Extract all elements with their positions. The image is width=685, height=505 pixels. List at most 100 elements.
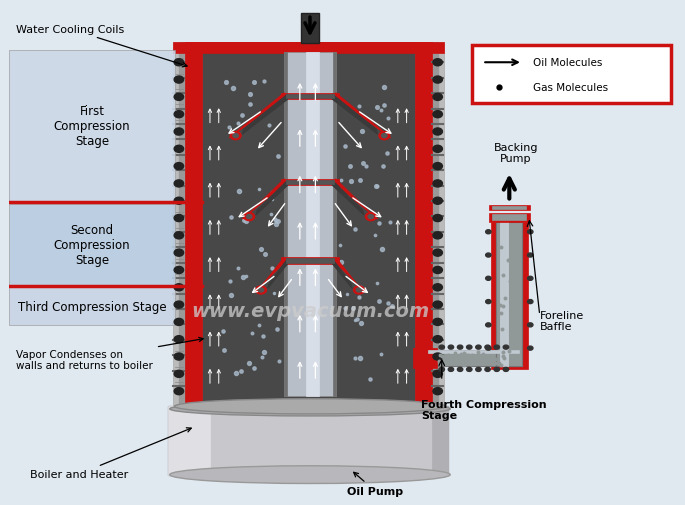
Circle shape bbox=[433, 215, 443, 222]
Bar bbox=[281, 258, 339, 264]
Bar bbox=[428, 350, 519, 367]
Ellipse shape bbox=[170, 402, 450, 416]
Bar bbox=[414, 43, 432, 407]
Circle shape bbox=[503, 368, 509, 372]
Circle shape bbox=[433, 232, 443, 239]
Polygon shape bbox=[332, 95, 377, 135]
Bar bbox=[432, 407, 449, 475]
Bar bbox=[173, 43, 185, 407]
Circle shape bbox=[433, 319, 443, 326]
Circle shape bbox=[527, 230, 533, 234]
Polygon shape bbox=[336, 179, 377, 220]
Circle shape bbox=[174, 129, 184, 136]
Text: Oil Molecules: Oil Molecules bbox=[533, 58, 602, 68]
Circle shape bbox=[433, 267, 443, 274]
Circle shape bbox=[433, 163, 443, 170]
Circle shape bbox=[174, 267, 184, 274]
Circle shape bbox=[527, 346, 533, 350]
Ellipse shape bbox=[170, 466, 450, 484]
Text: Vapor Condenses on
walls and returns to boiler: Vapor Condenses on walls and returns to … bbox=[16, 338, 203, 371]
Bar bbox=[10, 50, 175, 202]
Polygon shape bbox=[268, 259, 288, 289]
Bar bbox=[173, 43, 177, 407]
Bar bbox=[168, 407, 210, 475]
Bar bbox=[284, 53, 287, 396]
Bar bbox=[10, 288, 175, 326]
Text: Foreline
Baffle: Foreline Baffle bbox=[540, 310, 584, 331]
Text: Oil Pump: Oil Pump bbox=[347, 472, 403, 496]
Circle shape bbox=[174, 336, 184, 343]
Circle shape bbox=[433, 371, 443, 378]
Polygon shape bbox=[256, 181, 288, 216]
Bar bbox=[333, 53, 336, 396]
Circle shape bbox=[365, 213, 376, 221]
Ellipse shape bbox=[175, 399, 445, 414]
Polygon shape bbox=[332, 181, 364, 216]
Circle shape bbox=[174, 112, 184, 119]
Circle shape bbox=[244, 213, 255, 221]
Circle shape bbox=[486, 346, 491, 350]
Polygon shape bbox=[254, 258, 284, 293]
Bar bbox=[286, 94, 334, 99]
Circle shape bbox=[433, 77, 443, 84]
Circle shape bbox=[485, 368, 490, 372]
Circle shape bbox=[466, 345, 472, 349]
Circle shape bbox=[258, 288, 264, 292]
Circle shape bbox=[174, 371, 184, 378]
Bar bbox=[432, 43, 444, 407]
Bar bbox=[489, 205, 530, 211]
Text: Second
Compression
Stage: Second Compression Stage bbox=[53, 224, 130, 266]
Bar bbox=[281, 179, 339, 186]
Text: Gas Molecules: Gas Molecules bbox=[533, 82, 608, 92]
Circle shape bbox=[233, 134, 238, 138]
Circle shape bbox=[527, 254, 533, 258]
Bar bbox=[168, 407, 449, 475]
Circle shape bbox=[353, 286, 364, 294]
Circle shape bbox=[475, 345, 481, 349]
Circle shape bbox=[486, 300, 491, 304]
Bar bbox=[286, 180, 334, 185]
Circle shape bbox=[485, 345, 490, 349]
Circle shape bbox=[433, 112, 443, 119]
Bar bbox=[500, 222, 508, 367]
Circle shape bbox=[174, 180, 184, 187]
Bar bbox=[413, 348, 437, 369]
Bar bbox=[301, 14, 319, 44]
Circle shape bbox=[174, 163, 184, 170]
Text: Backing
Pump: Backing Pump bbox=[494, 142, 538, 164]
Bar bbox=[428, 350, 519, 354]
Bar bbox=[439, 43, 444, 407]
Polygon shape bbox=[242, 95, 288, 135]
Circle shape bbox=[458, 368, 463, 372]
Circle shape bbox=[433, 301, 443, 309]
Circle shape bbox=[174, 284, 184, 291]
Circle shape bbox=[433, 336, 443, 343]
Circle shape bbox=[486, 323, 491, 327]
Circle shape bbox=[475, 368, 481, 372]
Circle shape bbox=[433, 94, 443, 101]
Circle shape bbox=[174, 94, 184, 101]
Circle shape bbox=[433, 180, 443, 187]
Text: Fourth Compression
Stage: Fourth Compression Stage bbox=[421, 399, 547, 421]
Bar bbox=[472, 45, 671, 104]
Circle shape bbox=[466, 368, 472, 372]
Bar bbox=[173, 43, 444, 54]
Text: Water Cooling Coils: Water Cooling Coils bbox=[16, 25, 187, 68]
Text: First
Compression
Stage: First Compression Stage bbox=[53, 105, 130, 147]
Circle shape bbox=[174, 60, 184, 67]
Bar bbox=[10, 205, 175, 285]
Circle shape bbox=[527, 323, 533, 327]
Circle shape bbox=[433, 198, 443, 205]
Text: www.evpvacuum.com: www.evpvacuum.com bbox=[191, 301, 429, 320]
Bar bbox=[284, 53, 336, 396]
Circle shape bbox=[448, 345, 453, 349]
Circle shape bbox=[256, 286, 266, 294]
Circle shape bbox=[174, 319, 184, 326]
Polygon shape bbox=[242, 179, 284, 220]
Circle shape bbox=[448, 368, 453, 372]
Circle shape bbox=[433, 284, 443, 291]
Circle shape bbox=[433, 249, 443, 257]
Circle shape bbox=[486, 254, 491, 258]
Bar bbox=[491, 222, 527, 369]
Bar bbox=[500, 222, 508, 367]
